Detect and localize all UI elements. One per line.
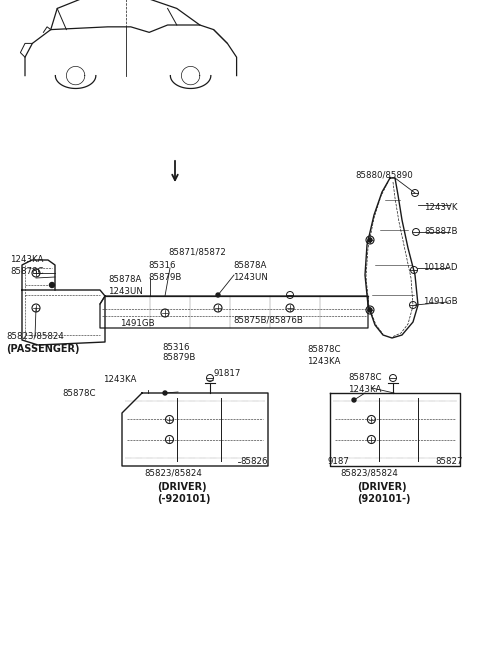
Circle shape [389,374,396,382]
Text: 1018AD: 1018AD [423,263,458,273]
Text: 85878A: 85878A [108,275,142,284]
Circle shape [216,293,220,297]
Text: (DRIVER): (DRIVER) [357,482,407,492]
Text: 85878C: 85878C [348,373,382,382]
Text: 85871/85872: 85871/85872 [168,248,226,256]
Text: 85887B: 85887B [424,227,458,237]
Text: 85827: 85827 [435,457,463,466]
Circle shape [410,267,418,273]
Text: 85875B/85876B: 85875B/85876B [233,315,303,325]
Text: 85879B: 85879B [162,353,195,363]
Text: 85823/85824: 85823/85824 [144,468,202,478]
Circle shape [412,229,420,235]
Text: 85823/85824: 85823/85824 [6,332,64,340]
Circle shape [49,283,55,288]
Text: 85878C: 85878C [307,346,340,355]
Circle shape [287,292,293,298]
Circle shape [352,398,356,402]
Circle shape [368,238,372,242]
Text: 1243KA: 1243KA [10,256,43,265]
Circle shape [411,189,419,196]
Text: 85316: 85316 [148,261,176,271]
Text: 1243KA: 1243KA [307,357,340,367]
Text: 91817: 91817 [214,369,241,378]
Text: 85823/85824: 85823/85824 [340,468,398,478]
Text: 85878C: 85878C [10,267,44,277]
Text: (DRIVER): (DRIVER) [157,482,206,492]
Text: 1491GB: 1491GB [423,298,458,307]
Text: 85878C: 85878C [62,388,96,397]
Text: 1491GB: 1491GB [120,319,155,327]
Text: 85878A: 85878A [233,261,266,271]
Circle shape [368,308,372,312]
Text: 85826: 85826 [240,457,267,466]
Text: 85879B: 85879B [148,273,181,281]
Text: 85880/85890: 85880/85890 [355,171,413,179]
Text: 1243UN: 1243UN [233,273,268,281]
Circle shape [409,302,417,309]
Text: 1243KA: 1243KA [348,386,382,394]
Text: (-920101): (-920101) [157,494,211,504]
Text: 9187: 9187 [328,457,350,466]
Text: (920101-): (920101-) [357,494,410,504]
Circle shape [163,391,167,395]
Text: 1243UN: 1243UN [108,286,143,296]
Circle shape [206,374,214,382]
Text: 1243VK: 1243VK [424,202,458,212]
Text: (PASSENGER): (PASSENGER) [6,344,80,354]
Text: 1243KA: 1243KA [103,376,136,384]
Text: 85316: 85316 [162,342,190,351]
